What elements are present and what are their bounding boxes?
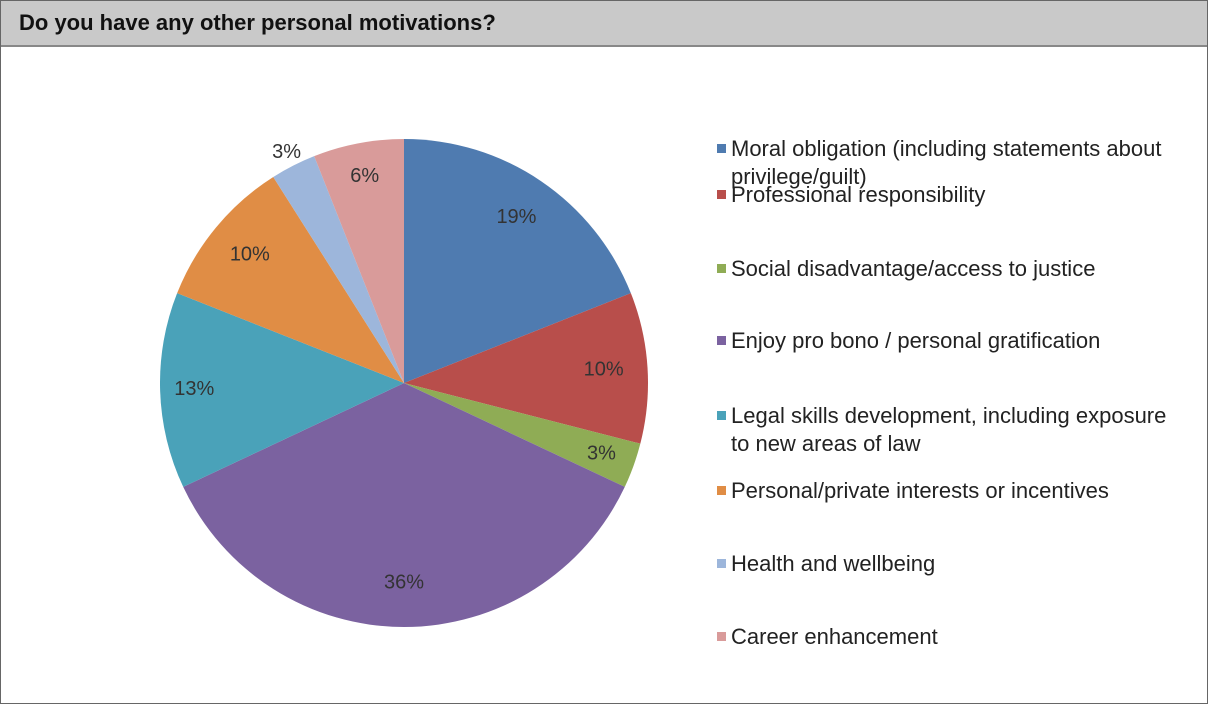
data-label: 19%: [496, 206, 536, 228]
legend-label: Moral obligation (including statements a…: [731, 136, 1162, 189]
data-label: 10%: [584, 359, 624, 381]
data-label: 10%: [230, 244, 270, 266]
data-label: 3%: [272, 141, 301, 163]
legend-item: Legal skills development, including expo…: [717, 402, 1167, 458]
pie-slice: [273, 156, 404, 383]
pie-slice: [183, 383, 625, 627]
chart-title: Do you have any other personal motivatio…: [1, 1, 1207, 47]
legend-label: Legal skills development, including expo…: [731, 403, 1167, 456]
pie-slice: [404, 139, 631, 383]
legend-label: Social disadvantage/access to justice: [731, 256, 1096, 281]
legend-swatch: [717, 144, 726, 153]
legend-swatch: [717, 264, 726, 273]
pie-slice: [160, 293, 404, 487]
data-label: 13%: [174, 378, 214, 400]
data-label: 3%: [587, 442, 616, 464]
legend-item: Career enhancement: [717, 623, 1167, 651]
legend-swatch: [717, 632, 726, 641]
legend-item: Health and wellbeing: [717, 550, 1167, 578]
legend-item: Moral obligation (including statements a…: [717, 135, 1167, 191]
legend-swatch: [717, 486, 726, 495]
legend-label: Career enhancement: [731, 624, 938, 649]
data-label: 36%: [384, 571, 424, 593]
legend-swatch: [717, 559, 726, 568]
legend-label: Personal/private interests or incentives: [731, 478, 1109, 503]
pie-slice: [404, 383, 641, 487]
legend-item: Personal/private interests or incentives: [717, 477, 1167, 505]
pie-slice: [314, 139, 404, 383]
data-label: 6%: [350, 165, 379, 187]
legend-swatch: [717, 336, 726, 345]
legend-item: Professional responsibility: [717, 181, 1167, 209]
legend-label: Professional responsibility: [731, 182, 986, 207]
legend-label: Health and wellbeing: [731, 551, 936, 576]
legend-label: Enjoy pro bono / personal gratification: [731, 328, 1101, 353]
legend-swatch: [717, 411, 726, 420]
legend-item: Social disadvantage/access to justice: [717, 255, 1167, 283]
pie-slice: [404, 293, 649, 444]
pie-slice: [177, 176, 404, 383]
legend-item: Enjoy pro bono / personal gratification: [717, 327, 1167, 355]
legend-swatch: [717, 190, 726, 199]
